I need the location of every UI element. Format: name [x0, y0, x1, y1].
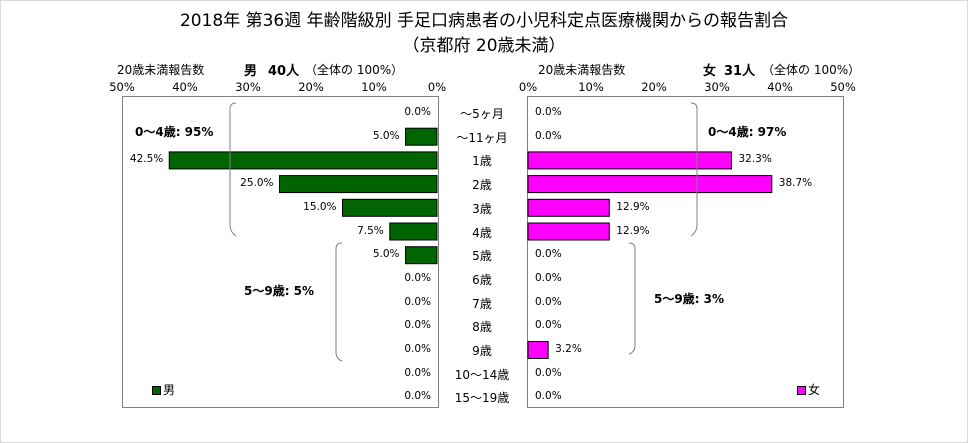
male-legend-label: 男	[163, 383, 176, 397]
male-value-label: 0.0%	[404, 106, 431, 118]
male-bar	[405, 246, 438, 265]
female-count-caption: 20歳未満報告数	[538, 63, 626, 77]
male-tick-label: 10%	[361, 80, 387, 94]
category-label: ～11ヶ月	[456, 130, 508, 145]
male-group-0-4-label: 0～4歳: 95%	[135, 125, 214, 139]
category-label: 9歳	[472, 344, 492, 358]
female-tick-label: 30%	[704, 80, 730, 94]
female-value-label: 0.0%	[535, 319, 562, 332]
female-tick-label: 0%	[518, 80, 538, 94]
male-value-label: 0.0%	[404, 343, 431, 355]
male-legend: 男	[152, 381, 175, 398]
female-bar	[527, 341, 549, 359]
female-group-0-4-label: 0～4歳: 97%	[708, 125, 787, 139]
male-value-label: 0.0%	[404, 271, 431, 284]
female-brace-0-4	[690, 102, 698, 237]
female-value-label: 0.0%	[535, 390, 562, 403]
male-share-note: （全体の 100%）	[305, 63, 404, 77]
male-tick-label: 20%	[298, 80, 324, 94]
female-tick-label: 40%	[767, 80, 793, 94]
male-count-caption: 20歳未満報告数	[117, 63, 205, 77]
category-label: 10～14歳	[454, 367, 510, 382]
female-value-label: 32.3%	[738, 153, 772, 166]
male-value-label: 0.0%	[404, 390, 431, 403]
male-tick-label: 50%	[109, 80, 135, 94]
female-value-label: 12.9%	[616, 224, 650, 237]
category-label: 15～19歳	[454, 391, 510, 406]
male-value-label: 5.0%	[372, 129, 400, 142]
category-label: 8歳	[472, 320, 492, 335]
female-share-note: （全体の 100%）	[762, 63, 861, 77]
category-label: 6歳	[472, 272, 492, 287]
female-count: 31人	[724, 64, 756, 79]
category-label: 1歳	[472, 154, 492, 169]
male-bar	[168, 151, 438, 170]
male-value-label: 0.0%	[404, 319, 431, 332]
male-value-label: 15.0%	[303, 200, 337, 213]
male-brace-0-4	[229, 102, 237, 237]
chart-title: 2018年 第36週 年齢階級別 手足口病患者の小児科定点医療機関からの報告割合	[179, 11, 789, 31]
male-tick-label: 30%	[235, 80, 261, 94]
female-value-label: 0.0%	[535, 366, 562, 379]
female-bar	[527, 198, 610, 217]
male-tick-label: 0%	[427, 80, 447, 94]
category-label: 5歳	[472, 249, 492, 264]
female-tick-label: 10%	[578, 80, 604, 94]
male-value-label: 25.0%	[240, 177, 274, 190]
male-bar	[389, 222, 438, 241]
female-bar	[527, 175, 773, 194]
female-value-label: 38.7%	[778, 177, 813, 190]
female-plot-area	[527, 96, 844, 408]
category-label: 3歳	[472, 201, 492, 216]
female-brace-5-9	[628, 242, 636, 355]
male-count: 40人	[268, 64, 300, 79]
male-bar	[405, 127, 438, 146]
female-bar	[527, 222, 610, 241]
female-tick-label: 20%	[641, 80, 667, 94]
female-value-label: 0.0%	[535, 129, 562, 142]
female-group-5-9-label: 5～9歳: 3%	[654, 292, 725, 306]
female-value-label: 12.9%	[616, 200, 650, 213]
category-label: ～5ヶ月	[460, 107, 504, 121]
male-brace-5-9	[335, 242, 343, 362]
male-value-label: 42.5%	[129, 153, 164, 166]
female-bar	[527, 151, 732, 170]
category-label: 2歳	[472, 178, 492, 193]
male-plot-area	[122, 96, 439, 408]
category-label: 4歳	[472, 225, 492, 240]
male-bar	[342, 198, 438, 217]
male-value-label: 7.5%	[357, 224, 384, 237]
female-legend-label: 女	[808, 383, 821, 397]
chart-subtitle: （京都府 20歳未満）	[402, 36, 566, 56]
male-bar	[279, 175, 438, 194]
male-value-label: 5.0%	[372, 248, 400, 261]
female-value-label: 0.0%	[535, 271, 562, 284]
female-value-label: 0.0%	[535, 248, 562, 261]
male-tick-label: 40%	[172, 80, 198, 94]
category-label: 7歳	[472, 296, 492, 311]
female-value-label: 3.2%	[555, 343, 582, 355]
female-value-label: 0.0%	[535, 106, 562, 118]
female-legend: 女	[797, 381, 820, 398]
female-value-label: 0.0%	[535, 295, 562, 308]
female-legend-swatch	[797, 386, 806, 395]
male-sex-label: 男	[244, 64, 258, 79]
female-sex-label: 女	[703, 64, 717, 79]
female-tick-label: 50%	[830, 80, 856, 94]
male-group-5-9-label: 5～9歳: 5%	[244, 284, 315, 298]
male-legend-swatch	[152, 386, 161, 395]
male-value-label: 0.0%	[404, 295, 431, 308]
male-value-label: 0.0%	[404, 366, 431, 379]
